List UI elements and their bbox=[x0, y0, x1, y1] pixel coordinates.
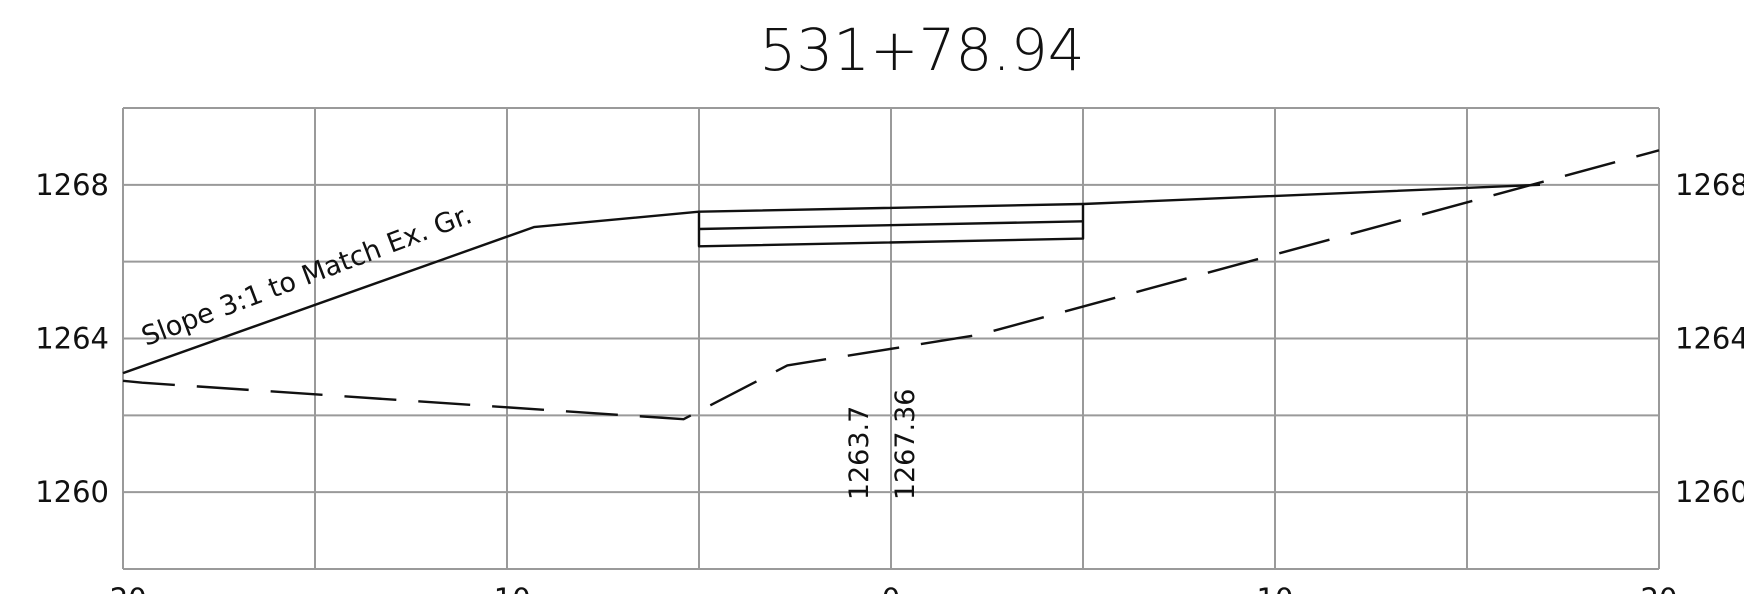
y-tick-label-left: 1264 bbox=[35, 322, 109, 356]
section-lines bbox=[122, 149, 1660, 421]
y-tick-label-left: 1260 bbox=[35, 475, 109, 509]
slope-note: Slope 3:1 to Match Ex. Gr. bbox=[138, 199, 477, 352]
y-tick-label-right: 1260 bbox=[1675, 475, 1744, 509]
existing-ground-line bbox=[122, 149, 1660, 421]
y-tick-label-right: 1264 bbox=[1675, 322, 1744, 356]
proposed-section-line-2 bbox=[698, 220, 1084, 231]
elevation-label: 1267.36 bbox=[890, 389, 921, 501]
y-tick-label-left: 1268 bbox=[35, 168, 109, 202]
station-title: 531+78.94 bbox=[759, 16, 1084, 84]
x-tick-label: 0 bbox=[882, 582, 900, 594]
elevation-label: 1263.7 bbox=[844, 406, 875, 500]
grid bbox=[122, 107, 1660, 570]
x-tick-label: 20 bbox=[1641, 582, 1678, 594]
y-tick-label-right: 1268 bbox=[1675, 168, 1744, 202]
x-tick-label: 10 bbox=[1257, 582, 1294, 594]
tick-labels: 1260 1260 1264 1264 1268 1268 -20 -10 0 10 20 bbox=[35, 168, 1744, 594]
x-tick-label: -20 bbox=[99, 582, 146, 594]
x-tick-label: -10 bbox=[483, 582, 530, 594]
